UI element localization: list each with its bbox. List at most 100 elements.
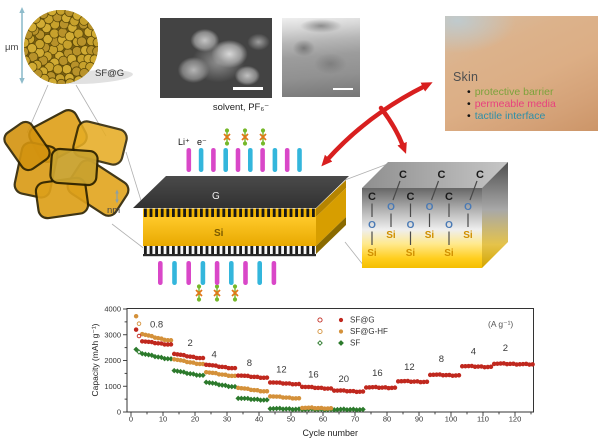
data-point xyxy=(360,406,366,413)
y-axis-title: Capacity (mAh g⁻¹) xyxy=(90,323,100,396)
tooth xyxy=(172,208,175,217)
bullet-dot-icon: • xyxy=(467,86,471,98)
data-point xyxy=(187,370,193,377)
x-tick-label: 70 xyxy=(351,415,359,424)
legend-label: SF xyxy=(350,339,360,348)
bullet-dot-icon: • xyxy=(467,98,471,110)
legend-label: SF@G xyxy=(350,316,375,325)
tooth xyxy=(216,246,220,254)
tooth xyxy=(295,208,298,217)
data-point xyxy=(136,349,142,355)
solvent-molecule-icons-bottom xyxy=(195,284,239,302)
sem-scale-bar xyxy=(233,87,263,90)
skin-photo-panel: Skin • protective barrier • permeable media… xyxy=(445,16,598,131)
data-point xyxy=(158,354,165,361)
data-point xyxy=(136,321,142,326)
data-point xyxy=(184,370,190,377)
data-point xyxy=(424,379,430,384)
x-tick-label: 100 xyxy=(445,415,458,424)
tooth xyxy=(228,246,231,254)
anion-bar xyxy=(200,261,206,285)
tooth xyxy=(233,246,237,254)
data-point xyxy=(360,389,366,394)
x-tick-label: 120 xyxy=(509,415,522,424)
rate-label: 2 xyxy=(503,343,508,354)
tooth xyxy=(312,208,315,217)
cation-bar xyxy=(243,261,248,285)
sphere-label: SF@G xyxy=(95,68,124,79)
rate-label: 4 xyxy=(471,346,476,357)
solvent-molecule-icon xyxy=(231,284,239,302)
tooth xyxy=(256,208,259,217)
anion-bar xyxy=(248,148,253,172)
cation-bar xyxy=(211,148,216,172)
chem-letter: Si xyxy=(386,230,396,241)
tooth xyxy=(289,208,293,217)
chem-bond xyxy=(392,180,401,201)
chem-letter: C xyxy=(438,169,446,181)
tooth xyxy=(239,246,242,254)
tooth xyxy=(177,208,181,217)
x-tick-label: 20 xyxy=(191,415,199,424)
chem-letter: Si xyxy=(444,248,454,259)
tooth xyxy=(284,208,287,217)
y-tick-label: 1000 xyxy=(104,382,121,391)
cation-bar xyxy=(271,261,277,285)
tooth xyxy=(188,208,192,217)
tooth xyxy=(183,246,186,254)
legend-marker xyxy=(338,317,344,323)
silicon-slab xyxy=(143,217,316,246)
tooth xyxy=(312,246,315,254)
tooth xyxy=(228,208,231,217)
x-axis-title: Cycle number xyxy=(302,428,358,438)
silicon-flake-flower-illustration xyxy=(3,109,130,220)
data-point xyxy=(168,342,174,347)
chem-letter: C xyxy=(407,191,415,203)
solvent-molecule-icon xyxy=(223,128,231,146)
solvent-molecule-icons-top xyxy=(223,128,267,146)
data-point xyxy=(264,397,270,403)
tooth xyxy=(278,246,282,254)
data-point xyxy=(203,379,209,385)
x-tick-label: 30 xyxy=(223,415,231,424)
solvent-molecule-icon xyxy=(241,128,249,146)
solvent-molecule-icon xyxy=(259,128,267,146)
y-tick-label: 0 xyxy=(117,408,121,417)
data-point xyxy=(392,385,398,390)
tooth xyxy=(200,246,203,254)
legend-marker xyxy=(338,340,344,346)
cation-bar xyxy=(186,261,191,285)
cation-bar xyxy=(235,148,241,172)
data-point xyxy=(200,372,206,379)
anion-bar xyxy=(172,261,177,285)
arrow-to-interface-box-icon xyxy=(378,105,407,154)
tooth xyxy=(233,208,237,217)
data-point xyxy=(213,380,219,387)
legend-label: SF@G-HF xyxy=(350,327,388,336)
tooth xyxy=(244,208,248,217)
data-point xyxy=(456,373,462,378)
chart-legend: SF@G SF@G-HF SF xyxy=(317,316,388,348)
data-point xyxy=(152,353,158,360)
tooth xyxy=(205,246,209,254)
data-point xyxy=(219,382,225,388)
chem-letter: O xyxy=(387,202,395,213)
data-point xyxy=(296,381,302,387)
rate-label: 20 xyxy=(339,374,350,385)
rate-label: 2 xyxy=(188,338,193,349)
cation-bar xyxy=(260,148,265,172)
tooth xyxy=(211,208,214,217)
x-tick-label: 0 xyxy=(129,415,133,424)
tooth xyxy=(166,208,170,217)
tooth xyxy=(306,246,310,254)
particle xyxy=(42,33,53,45)
particle xyxy=(24,46,29,57)
tooth xyxy=(177,246,181,254)
rate-label: 12 xyxy=(404,362,415,373)
skin-bullet-text: tactile interface xyxy=(474,110,546,122)
skin-bullet-0: • protective barrier xyxy=(467,86,556,98)
rate-label: 16 xyxy=(372,368,383,379)
